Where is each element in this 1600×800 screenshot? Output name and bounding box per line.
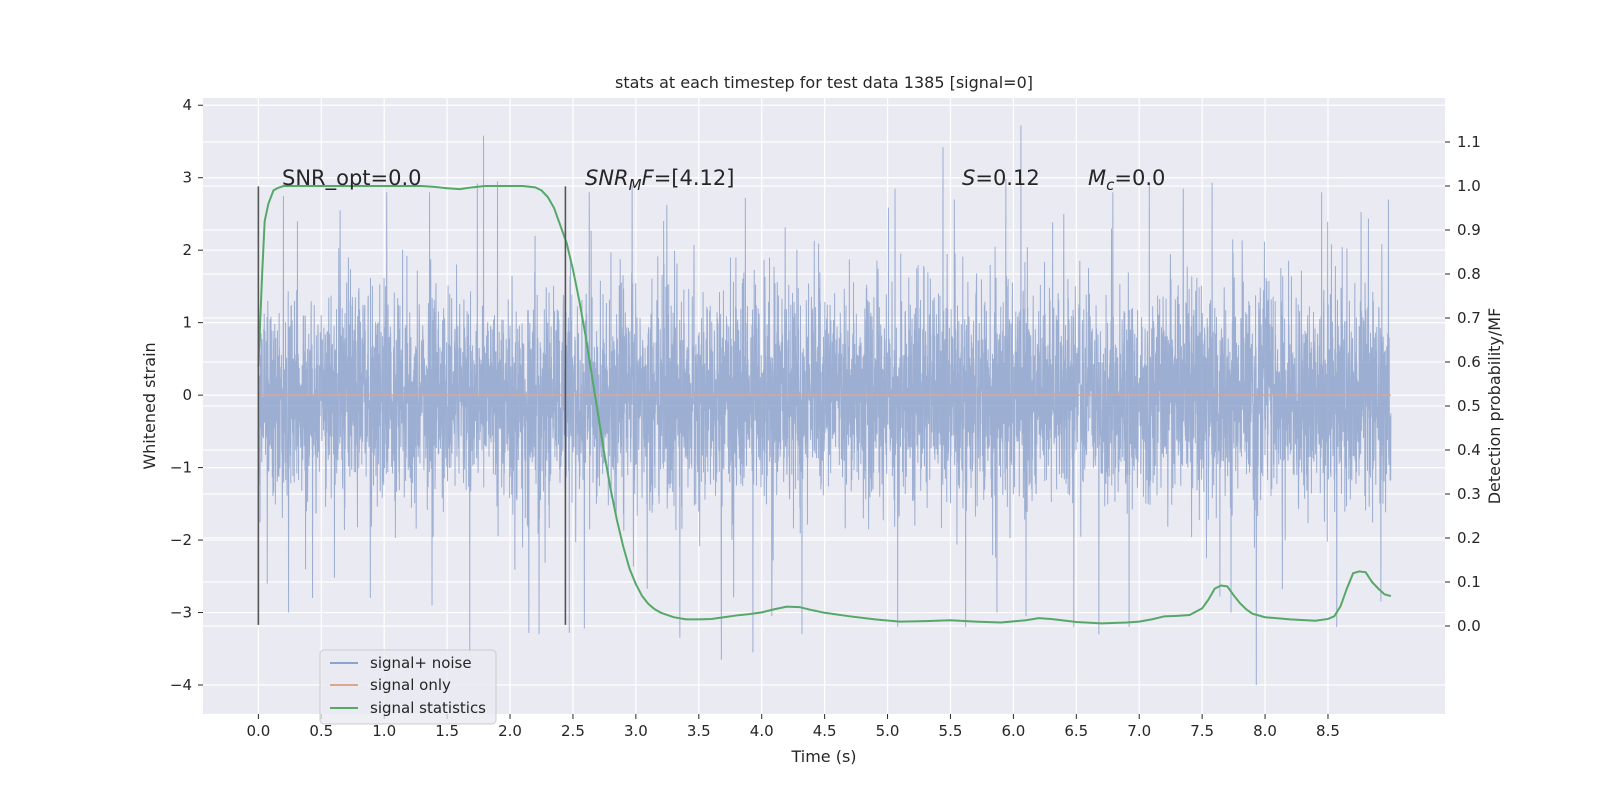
mc-subscript: c — [1106, 176, 1115, 194]
y2-tick-label: 0.5 — [1457, 397, 1481, 415]
series-signal-statistics — [257, 185, 1392, 625]
x-tick-label: 6.5 — [1064, 722, 1088, 740]
signal-statistics-line — [257, 185, 1392, 625]
x-tick-label: 8.5 — [1316, 722, 1340, 740]
legend-label-signal-statistics: signal statistics — [370, 699, 486, 717]
mc-value: =0.0 — [1114, 166, 1165, 190]
vertical-markers — [257, 186, 567, 625]
y2-tick-label: 0.8 — [1457, 265, 1481, 283]
y-tick-label: −2 — [170, 531, 192, 549]
y2-tick-label: 0.1 — [1457, 573, 1481, 591]
x-tick-label: 1.5 — [435, 722, 459, 740]
y2-tick-label: 1.1 — [1457, 133, 1481, 151]
x-tick-label: 7.0 — [1127, 722, 1151, 740]
x-tick-label: 0.0 — [246, 722, 270, 740]
y-axis-label: Whitened strain — [140, 342, 159, 469]
x-tick-label: 8.0 — [1253, 722, 1277, 740]
y2-tick-label: 0.2 — [1457, 529, 1481, 547]
y2-tick-label: 0.9 — [1457, 221, 1481, 239]
y-tick-label: 3 — [182, 169, 192, 187]
annotations: SNR_opt=0.0 SNRMF=[4.12] S=0.12 Mc=0.0 — [282, 166, 1165, 194]
legend-label-signal-only: signal only — [370, 676, 451, 694]
annotation-s: S=0.12 — [962, 166, 1040, 190]
series-signal-noise — [257, 125, 1392, 686]
x-axis-ticks: 0.0 0.5 1.0 1.5 2.0 2.5 3.0 3.5 4.0 4.5 5.0 5.5 6.0 6… — [246, 714, 1340, 740]
snr-mf-symbol: SNR — [585, 166, 629, 190]
x-tick-label: 2.0 — [498, 722, 522, 740]
snr-mf-subscript: M — [629, 176, 642, 194]
s-symbol: S — [962, 166, 975, 190]
x-axis-label: Time (s) — [790, 747, 856, 766]
x-tick-label: 7.5 — [1190, 722, 1214, 740]
signal-noise-line — [257, 125, 1392, 686]
snr-mf-value: =[4.12] — [654, 166, 735, 190]
y-axis-ticks: 4 3 2 1 0 −1 −2 −3 −4 — [170, 96, 203, 694]
x-tick-label: 5.0 — [876, 722, 900, 740]
x-tick-label: 2.5 — [561, 722, 585, 740]
y-tick-label: 0 — [182, 386, 192, 404]
y2-tick-label: 0.6 — [1457, 353, 1481, 371]
y-tick-label: 1 — [182, 314, 192, 332]
x-tick-label: 4.0 — [750, 722, 774, 740]
x-tick-label: 5.5 — [939, 722, 963, 740]
y2-tick-label: 0.4 — [1457, 441, 1481, 459]
mc-symbol: M — [1088, 166, 1106, 190]
x-tick-label: 3.5 — [687, 722, 711, 740]
y2-tick-label: 1.0 — [1457, 177, 1481, 195]
y2-axis-ticks: 1.1 1.0 0.9 0.8 0.7 0.6 0.5 0.4 0.3 0.2 0.1 0.0 — [1445, 133, 1481, 635]
chart-title: stats at each timestep for test data 138… — [615, 73, 1033, 92]
y2-tick-label: 0.7 — [1457, 309, 1481, 327]
annotation-snr-mf: SNRMF=[4.12] — [585, 166, 734, 194]
x-tick-label: 1.0 — [372, 722, 396, 740]
y-tick-label: 4 — [182, 96, 192, 114]
annotation-snr-opt: SNR_opt=0.0 — [282, 166, 422, 191]
y2-tick-label: 0.0 — [1457, 617, 1481, 635]
snr-mf-symbol-2: F — [642, 166, 655, 190]
s-value: =0.12 — [975, 166, 1039, 190]
y2-axis-label: Detection probability/MF — [1485, 308, 1504, 505]
y-tick-label: 2 — [182, 241, 192, 259]
y-tick-label: −1 — [170, 459, 192, 477]
y-tick-label: −3 — [170, 604, 192, 622]
legend: signal+ noise signal only signal statist… — [319, 649, 497, 725]
y2-tick-label: 0.3 — [1457, 485, 1481, 503]
x-tick-label: 4.5 — [813, 722, 837, 740]
legend-box — [319, 649, 497, 725]
y-tick-label: −4 — [170, 676, 192, 694]
x-tick-label: 0.5 — [309, 722, 333, 740]
annotation-mc: Mc=0.0 — [1088, 166, 1165, 194]
x-tick-label: 3.0 — [624, 722, 648, 740]
legend-label-signal-noise: signal+ noise — [370, 654, 472, 672]
x-tick-label: 6.0 — [1001, 722, 1025, 740]
